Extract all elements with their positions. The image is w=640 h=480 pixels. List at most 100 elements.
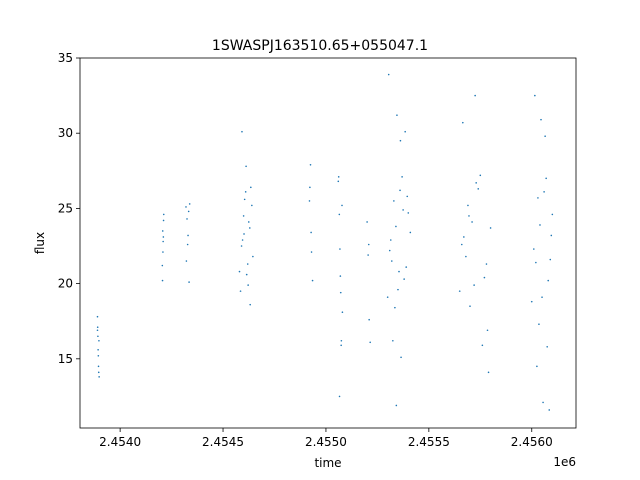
- data-point: [188, 203, 191, 205]
- data-point: [462, 121, 464, 124]
- data-point: [339, 291, 342, 294]
- data-point: [391, 260, 393, 262]
- data-point: [162, 219, 165, 222]
- data-point: [337, 180, 340, 183]
- data-point: [243, 198, 246, 201]
- data-point: [487, 371, 490, 374]
- data-point: [386, 296, 389, 298]
- data-point: [241, 130, 243, 133]
- data-point: [409, 231, 412, 234]
- data-point: [400, 356, 402, 359]
- chart-title: 1SWASPJ163510.65+055047.1: [212, 38, 428, 54]
- data-point: [479, 174, 482, 177]
- data-point: [97, 335, 99, 338]
- data-point: [407, 212, 410, 214]
- data-point: [536, 365, 538, 368]
- data-point: [239, 290, 242, 292]
- data-point: [339, 248, 341, 250]
- y-tick-label: 15: [58, 352, 73, 366]
- data-point: [467, 204, 469, 207]
- x-axis-ticks: 2.4540 2.4545 2.4550 2.4555 2.4560: [99, 428, 553, 449]
- data-point: [185, 206, 187, 208]
- data-point: [463, 236, 465, 238]
- data-point: [238, 270, 241, 273]
- data-point: [544, 135, 546, 138]
- data-point: [535, 261, 537, 264]
- data-point: [243, 233, 245, 235]
- data-point: [458, 290, 461, 292]
- data-point: [97, 348, 99, 351]
- data-point: [161, 230, 164, 232]
- data-point: [162, 240, 164, 243]
- data-point: [399, 139, 402, 142]
- data-point: [397, 288, 399, 291]
- data-point: [188, 281, 190, 283]
- data-point: [186, 218, 188, 220]
- data-point: [404, 130, 406, 133]
- data-point: [247, 284, 249, 286]
- data-point: [550, 234, 553, 237]
- data-point: [241, 239, 244, 241]
- data-point: [388, 249, 391, 252]
- data-point: [98, 376, 100, 378]
- data-point: [341, 204, 343, 207]
- data-point: [310, 251, 313, 253]
- data-point: [97, 371, 100, 374]
- data-point: [474, 94, 476, 97]
- y-tick-label: 30: [58, 126, 73, 140]
- data-point: [475, 182, 477, 184]
- data-point: [392, 339, 394, 342]
- y-axis-ticks: 15 20 25 30 35: [58, 51, 80, 366]
- x-tick-label: 2.4540: [99, 435, 141, 449]
- data-point: [468, 215, 470, 217]
- data-point: [537, 197, 539, 199]
- data-point: [481, 344, 484, 347]
- data-point: [97, 365, 100, 368]
- data-point: [96, 315, 99, 318]
- data-point: [399, 189, 401, 192]
- data-point: [469, 305, 471, 307]
- data-point: [340, 339, 343, 342]
- data-point: [337, 176, 340, 178]
- data-point: [247, 221, 250, 223]
- data-point: [460, 243, 463, 246]
- data-point: [540, 118, 542, 121]
- data-point: [405, 266, 408, 268]
- data-point: [486, 329, 489, 332]
- data-point: [245, 165, 247, 168]
- data-point: [549, 258, 552, 261]
- data-point: [483, 276, 486, 279]
- x-tick-label: 2.4545: [202, 435, 244, 449]
- data-point: [403, 278, 405, 280]
- data-point: [395, 225, 397, 228]
- data-point: [338, 395, 341, 398]
- data-point: [389, 239, 392, 241]
- data-point: [368, 318, 370, 321]
- data-point: [311, 279, 314, 282]
- data-point: [530, 300, 533, 303]
- data-point: [309, 163, 312, 166]
- data-point: [186, 243, 189, 246]
- data-point: [244, 191, 247, 193]
- data-point: [249, 303, 251, 306]
- data-point: [185, 260, 188, 262]
- data-point: [548, 409, 551, 411]
- data-point: [97, 355, 100, 357]
- data-point: [309, 186, 311, 189]
- data-point: [366, 221, 368, 223]
- data-point: [98, 339, 100, 342]
- data-point: [240, 245, 243, 247]
- y-axis-label: flux: [33, 232, 47, 254]
- data-point: [395, 404, 398, 407]
- data-point: [546, 345, 548, 348]
- data-point: [341, 311, 344, 313]
- data-point: [246, 263, 249, 265]
- data-point: [541, 296, 543, 298]
- data-point: [485, 263, 488, 265]
- data-point: [471, 221, 473, 223]
- x-tick-label: 2.4550: [305, 435, 347, 449]
- data-point: [338, 213, 341, 216]
- data-point: [477, 188, 480, 190]
- data-point: [248, 227, 251, 229]
